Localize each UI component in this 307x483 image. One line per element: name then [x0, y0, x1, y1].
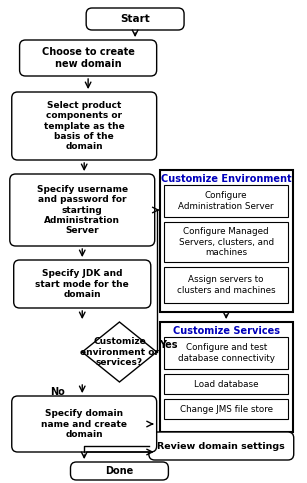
- Text: Select product
components or
template as the
basis of the
domain: Select product components or template as…: [44, 100, 125, 151]
- FancyBboxPatch shape: [149, 432, 294, 460]
- Text: Yes: Yes: [159, 340, 177, 350]
- FancyBboxPatch shape: [12, 396, 157, 452]
- Bar: [165, 267, 288, 303]
- Text: Configure
Administration Server: Configure Administration Server: [178, 191, 274, 211]
- Bar: [165, 222, 288, 262]
- Text: No: No: [50, 387, 64, 397]
- FancyBboxPatch shape: [86, 8, 184, 30]
- Text: Customize
environment or
services?: Customize environment or services?: [80, 337, 159, 367]
- Text: Choose to create
new domain: Choose to create new domain: [42, 47, 134, 69]
- Bar: [160, 170, 293, 312]
- Text: Change JMS file store: Change JMS file store: [180, 404, 273, 413]
- Text: Customize Services: Customize Services: [173, 326, 280, 336]
- Bar: [160, 322, 293, 432]
- Text: Configure and test
database connectivity: Configure and test database connectivity: [178, 343, 275, 363]
- Bar: [165, 185, 288, 217]
- FancyBboxPatch shape: [10, 174, 155, 246]
- Text: Done: Done: [105, 466, 134, 476]
- FancyBboxPatch shape: [12, 92, 157, 160]
- Text: Specify JDK and
start mode for the
domain: Specify JDK and start mode for the domai…: [35, 269, 129, 299]
- Bar: [165, 399, 288, 419]
- Text: Specify username
and password for
starting
Administration
Server: Specify username and password for starti…: [37, 185, 128, 235]
- Text: Configure Managed
Servers, clusters, and
machines: Configure Managed Servers, clusters, and…: [179, 227, 274, 257]
- Bar: [165, 374, 288, 394]
- Text: Customize Environment: Customize Environment: [161, 174, 291, 184]
- Text: Review domain settings: Review domain settings: [157, 441, 285, 451]
- Polygon shape: [82, 322, 157, 382]
- Text: Specify domain
name and create
domain: Specify domain name and create domain: [41, 409, 127, 439]
- Text: Start: Start: [120, 14, 150, 24]
- Text: Load database: Load database: [194, 380, 258, 388]
- FancyBboxPatch shape: [20, 40, 157, 76]
- FancyBboxPatch shape: [14, 260, 151, 308]
- FancyBboxPatch shape: [71, 462, 169, 480]
- Bar: [165, 337, 288, 369]
- Text: Assign servers to
clusters and machines: Assign servers to clusters and machines: [177, 275, 275, 295]
